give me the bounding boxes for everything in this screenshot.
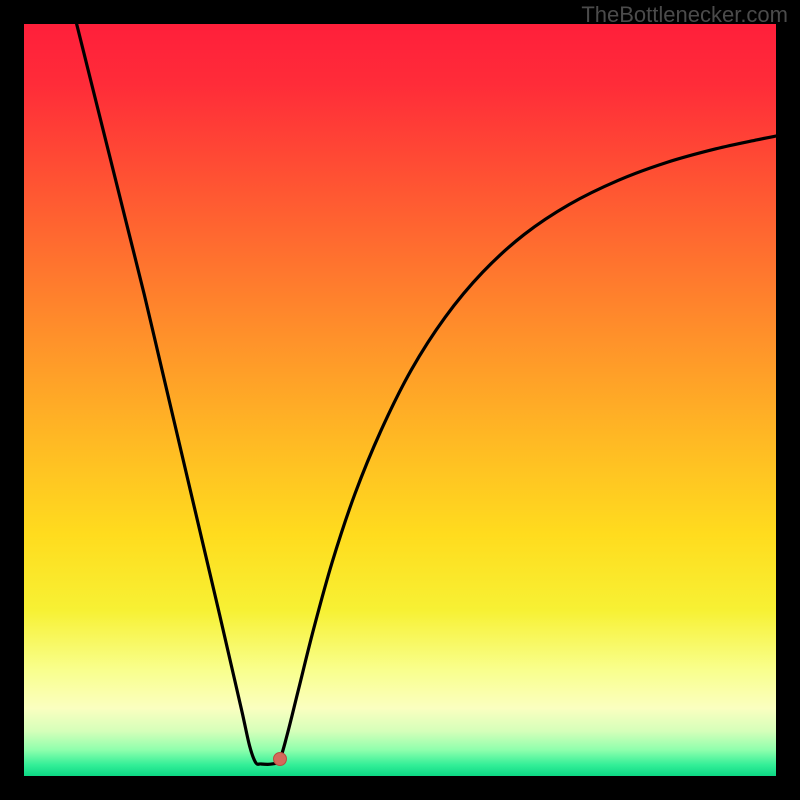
chart-frame: TheBottlenecker.com — [0, 0, 800, 800]
plot-area — [24, 24, 776, 776]
watermark-text: TheBottlenecker.com — [581, 2, 788, 28]
bottleneck-curve — [24, 24, 776, 776]
optimal-point-marker — [273, 752, 287, 766]
